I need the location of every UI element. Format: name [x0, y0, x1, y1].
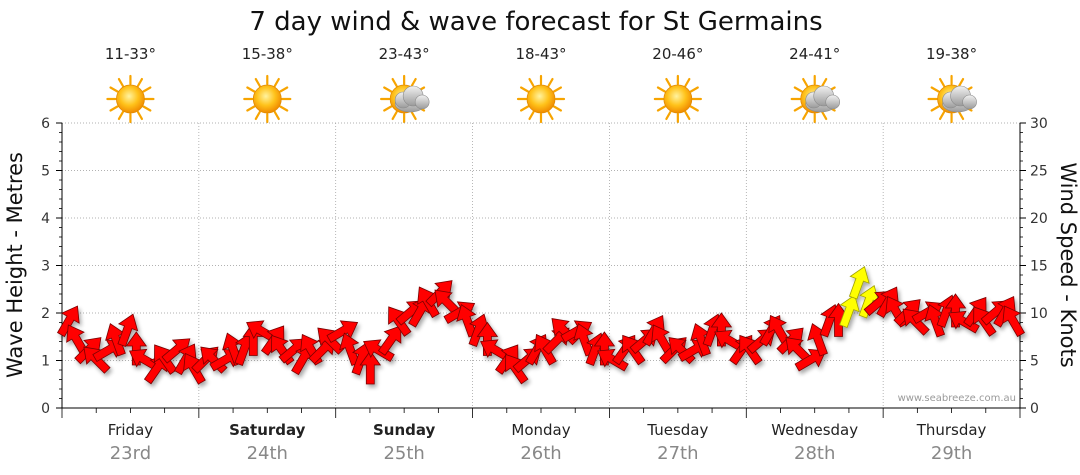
wind-arrow: [794, 348, 827, 372]
left-axis-ticks: 0 1 2 3 4 5 6: [41, 116, 62, 417]
day-date: 26th: [520, 443, 561, 464]
left-tick-label: 4: [41, 211, 50, 227]
day-temp-range: 11-33°: [105, 45, 156, 63]
day-date: 28th: [794, 443, 835, 464]
wind-arrow: [839, 294, 860, 329]
wind-arrow: [359, 350, 382, 385]
right-tick-label: 30: [1030, 116, 1048, 132]
partly-cloudy-icon: [790, 74, 841, 124]
day-name: Tuesday: [646, 421, 708, 439]
day-temp-range: 23-43°: [379, 45, 430, 63]
left-axis-label: Wave Height - Metres: [3, 152, 27, 378]
day-name: Thursday: [916, 421, 987, 439]
right-tick-label: 0: [1030, 401, 1039, 417]
daily-weather-row: 11-33° 15-38° 23-43° 18-43° 20-46° 24-41° 19-3…: [105, 45, 977, 124]
day-temp-range: 18-43°: [515, 45, 566, 63]
day-date: 24th: [247, 443, 288, 464]
right-tick-label: 25: [1030, 164, 1048, 180]
day-labels: Friday 23rd Saturday 24th Sunday 25th Monday 26…: [108, 421, 987, 464]
partly-cloudy-icon: [380, 74, 430, 124]
wind-arrow: [1002, 305, 1026, 338]
wind-arrow: [377, 325, 402, 356]
day-temp-range: 19-38°: [926, 45, 977, 63]
sunny-icon: [653, 74, 702, 124]
right-tick-label: 15: [1030, 259, 1048, 275]
day-date: 23rd: [110, 443, 151, 464]
right-tick-label: 20: [1030, 211, 1048, 227]
day-temp-range: 24-41°: [789, 45, 840, 63]
day-date: 29th: [931, 443, 972, 464]
wind-arrow: [848, 265, 870, 300]
day-date: 25th: [383, 443, 424, 464]
day-name: Monday: [511, 421, 570, 439]
partly-cloudy-icon: [927, 74, 977, 124]
left-tick-label: 5: [41, 164, 50, 180]
right-axis-ticks: 0 5 10 15 20 25 30: [61, 116, 1048, 418]
wind-arrow: [56, 305, 80, 338]
credit-text: www.seabreeze.com.au: [898, 393, 1016, 404]
left-tick-label: 0: [41, 401, 50, 417]
wind-arrow: [117, 313, 139, 348]
day-name: Saturday: [229, 421, 306, 439]
day-temp-range: 20-46°: [652, 45, 703, 63]
sunny-icon: [516, 74, 566, 124]
sunny-icon: [243, 74, 292, 124]
chart-title: 7 day wind & wave forecast for St Germai…: [249, 7, 822, 37]
left-tick-label: 2: [41, 306, 50, 322]
day-temp-range: 15-38°: [242, 45, 293, 63]
day-name: Wednesday: [771, 421, 858, 439]
day-name: Friday: [108, 421, 154, 439]
left-tick-label: 1: [41, 354, 50, 370]
right-tick-label: 5: [1030, 354, 1039, 370]
left-tick-label: 6: [41, 116, 50, 132]
left-tick-label: 3: [41, 259, 50, 275]
right-axis-label: Wind Speed - Knots: [1056, 162, 1080, 367]
right-tick-label: 10: [1030, 306, 1048, 322]
sunny-icon: [106, 74, 155, 124]
day-name: Sunday: [373, 421, 436, 439]
day-date: 27th: [657, 443, 698, 464]
wind-arrows: [56, 265, 1026, 385]
